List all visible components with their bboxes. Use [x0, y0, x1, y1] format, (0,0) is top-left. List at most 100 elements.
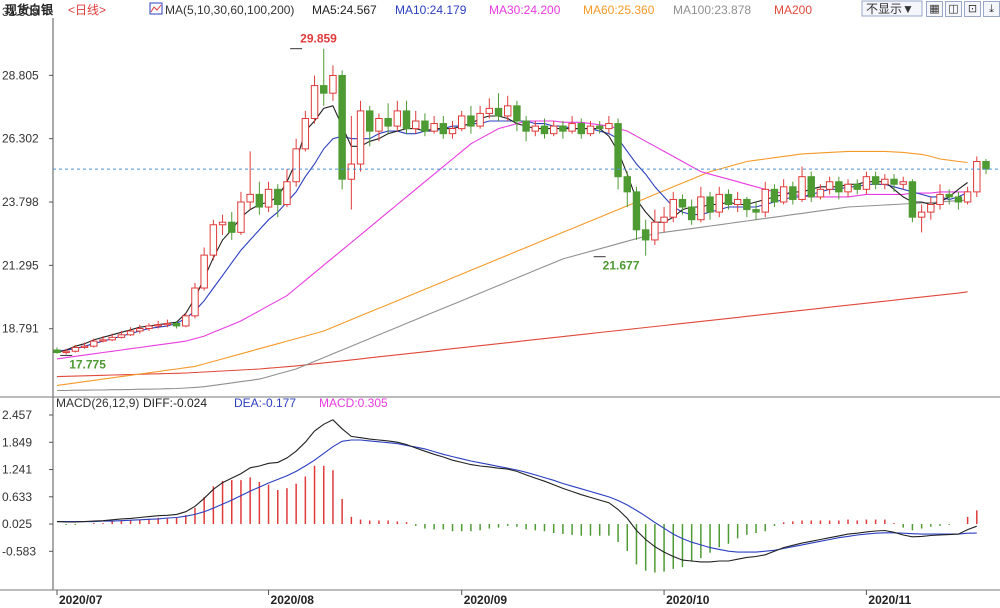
candle-up — [844, 183, 852, 193]
candle — [108, 333, 116, 342]
ma-value-0: MA5:24.567 — [312, 3, 377, 17]
tool-button-4[interactable]: ⤓ — [983, 1, 1000, 17]
candle — [798, 166, 806, 202]
candle — [623, 171, 631, 208]
candle — [807, 171, 815, 202]
ma10-line — [56, 120, 968, 352]
ma100-line — [57, 199, 968, 392]
macd-tick-label: 1.849 — [2, 435, 32, 449]
candle-up — [71, 346, 80, 352]
candles — [53, 48, 990, 355]
candle — [927, 196, 935, 220]
candle — [678, 194, 687, 215]
ma-value-4: MA100:23.878 — [673, 3, 751, 17]
candle-up — [927, 204, 935, 213]
candle-up — [503, 105, 512, 117]
candle-up — [329, 74, 337, 94]
candle — [356, 100, 365, 172]
candle-up — [973, 161, 981, 193]
candle-up — [531, 125, 540, 132]
candle — [917, 204, 926, 233]
tool-button-2[interactable]: ◫ — [945, 1, 962, 17]
macd-tick-label: 0.633 — [2, 490, 32, 504]
ma30-line — [56, 120, 968, 360]
candle — [651, 209, 659, 245]
moving-averages — [56, 105, 968, 392]
candle-up — [448, 128, 457, 135]
candle-down — [835, 181, 843, 193]
price-tick-label: 28.805 — [2, 68, 39, 82]
candle-up — [669, 198, 677, 218]
candle — [126, 327, 135, 337]
candle — [687, 199, 696, 225]
candle — [467, 105, 475, 134]
candle-up — [237, 201, 245, 233]
candle — [724, 189, 733, 210]
candle-up — [163, 322, 172, 326]
candle — [430, 115, 438, 134]
tool-button-3[interactable]: ⊡ — [964, 1, 981, 17]
dea-line — [57, 439, 977, 553]
candle — [586, 121, 595, 137]
ma60-line — [56, 150, 968, 386]
candle-down — [577, 123, 586, 135]
candle-up — [485, 107, 494, 114]
period-label[interactable]: <日线> — [68, 3, 106, 17]
candle-down — [595, 125, 604, 130]
candle — [973, 156, 981, 197]
price-tick-label: 23.798 — [2, 195, 39, 209]
candle-up — [568, 123, 576, 132]
price-tick-label: 31.309 — [2, 5, 39, 19]
candle-up — [761, 188, 769, 213]
candle-down — [632, 191, 641, 231]
macd-legend: MACD(26,12,9) DIFF:-0.024 DEA:-0.177 MACD:… — [56, 396, 388, 410]
candle-up — [605, 123, 613, 130]
display-dropdown-label[interactable]: 不显示▼ — [866, 2, 914, 16]
candle — [99, 336, 107, 343]
candle-down — [752, 209, 760, 213]
candle-down — [614, 123, 622, 178]
candle — [163, 319, 172, 328]
candle — [494, 93, 503, 122]
candle-down — [439, 123, 448, 135]
display-dropdown[interactable] — [861, 0, 923, 17]
candle-up — [154, 324, 162, 327]
macd-value-0: DIFF:-0.024 — [143, 396, 207, 410]
candle — [982, 158, 990, 175]
candle — [752, 201, 760, 220]
candle — [191, 282, 199, 319]
candle — [329, 65, 337, 101]
candle — [743, 196, 751, 218]
tool-button-1[interactable]: ▦ — [926, 1, 943, 17]
candle-down — [871, 176, 880, 185]
candle — [338, 70, 346, 190]
ma-parameters: MA(5,10,30,60,100,200) — [165, 3, 294, 17]
candle — [697, 186, 705, 223]
candle — [228, 212, 236, 240]
candle-down — [338, 74, 346, 180]
candle-up — [80, 345, 89, 348]
candle — [871, 171, 880, 190]
candle-down — [320, 85, 328, 94]
candle-up — [126, 330, 135, 336]
candle — [559, 121, 567, 139]
candle-down — [540, 125, 549, 135]
candle — [439, 115, 448, 139]
candle-up — [963, 191, 972, 203]
candle-up — [62, 350, 70, 354]
candle-down — [641, 229, 650, 241]
candle — [421, 113, 429, 137]
candle — [844, 179, 852, 197]
candle — [292, 138, 300, 187]
candle — [209, 219, 218, 261]
candle-up — [936, 193, 944, 206]
candle — [255, 181, 264, 215]
candle-up — [733, 198, 742, 206]
candle-up — [457, 115, 466, 130]
candle — [789, 181, 797, 205]
candle — [182, 313, 190, 328]
candle-up — [356, 110, 365, 165]
candle-up — [586, 125, 595, 135]
candle-down — [255, 193, 264, 208]
candle — [936, 184, 944, 210]
